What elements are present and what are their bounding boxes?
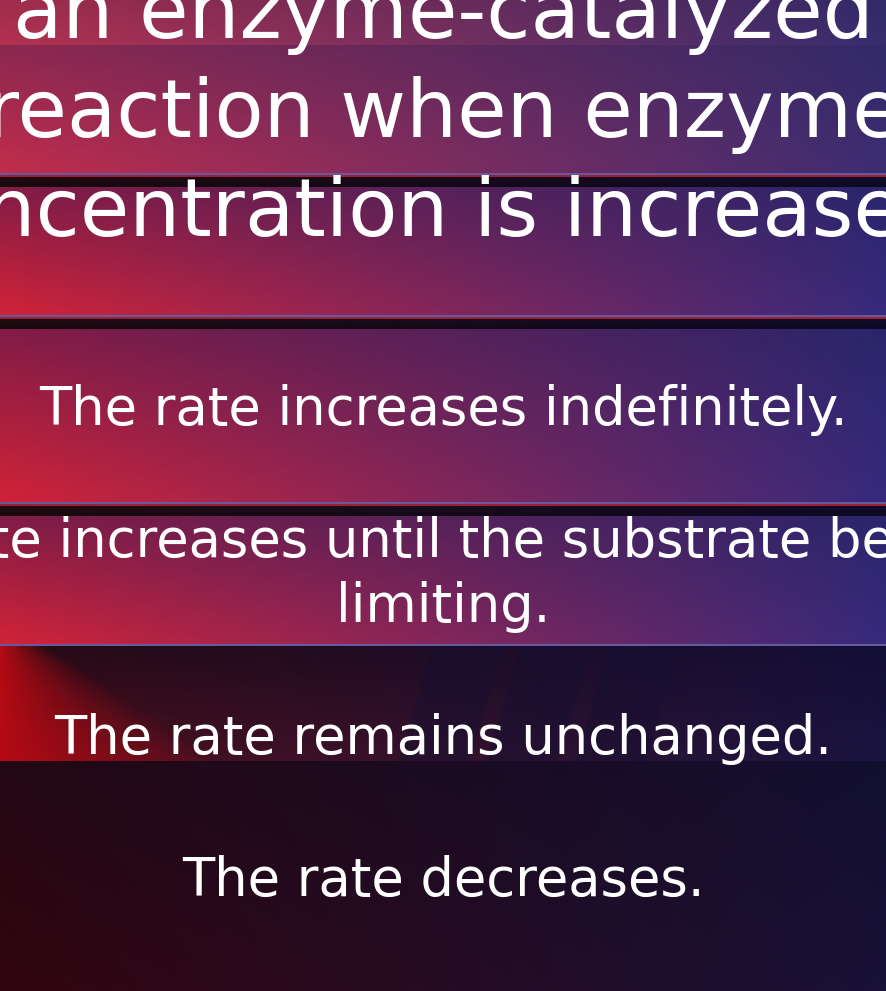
Text: an enzyme-catalyzed
reaction when enzyme
concentration is increased?: an enzyme-catalyzed reaction when enzyme… [0,0,886,254]
Text: The rate increases until the substrate becomes
limiting.: The rate increases until the substrate b… [0,516,886,632]
Text: The rate decreases.: The rate decreases. [182,855,704,907]
Text: The rate increases indefinitely.: The rate increases indefinitely. [39,384,847,436]
Text: The rate remains unchanged.: The rate remains unchanged. [54,713,832,765]
